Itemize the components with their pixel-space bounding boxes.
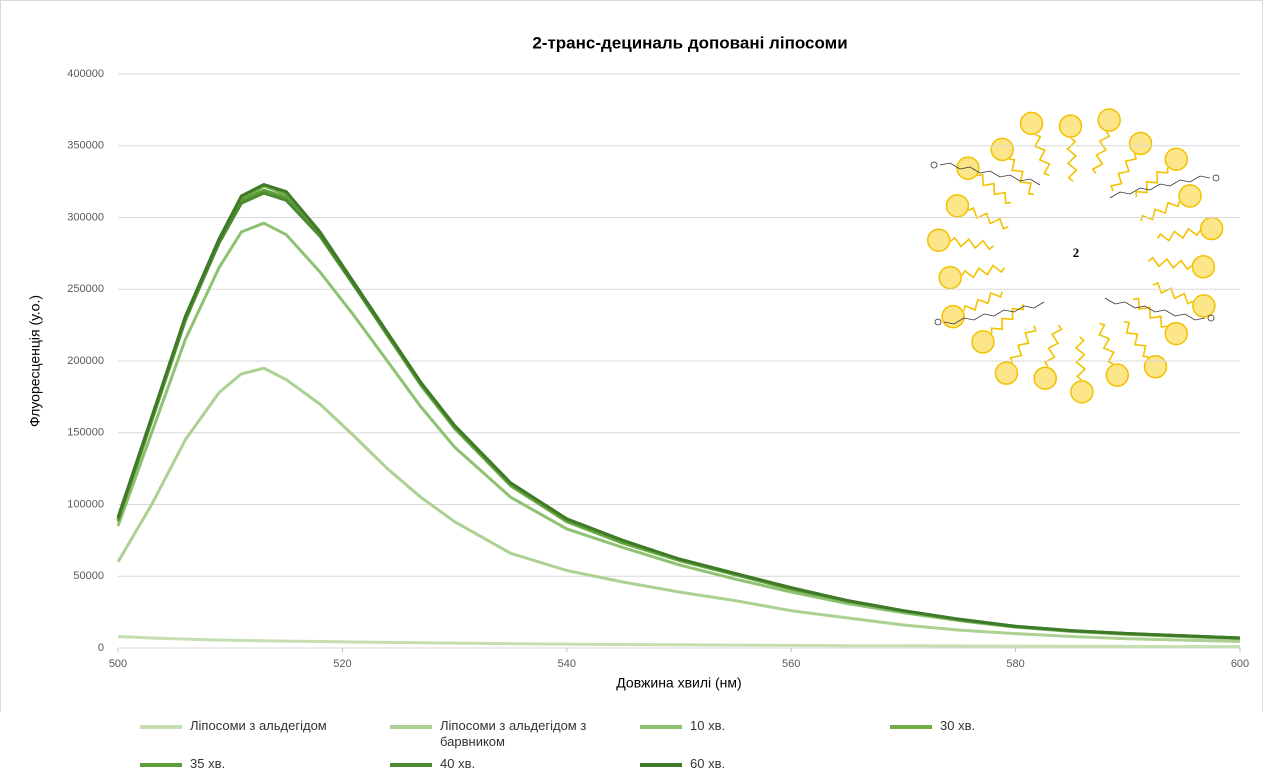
- lipid-head: [1098, 109, 1120, 131]
- lipid-head: [1193, 295, 1215, 317]
- lipid-head: [928, 229, 950, 251]
- lipid-head: [1034, 367, 1056, 389]
- lipid-tail: [1158, 229, 1200, 241]
- chart-border: [1, 1, 1263, 713]
- x-tick-label: 520: [333, 658, 351, 670]
- lipid-tail: [962, 266, 1004, 278]
- lipid-head: [1020, 112, 1042, 134]
- lipid-tail: [1149, 258, 1192, 270]
- legend-item: Ліпосоми з альдегідом: [140, 718, 390, 750]
- legend-label: 35 хв.: [190, 756, 375, 771]
- lipid-head: [1145, 356, 1167, 378]
- lipid-tail: [1093, 132, 1109, 174]
- legend-item: Ліпосоми з альдегідом з барвником: [390, 718, 640, 750]
- legend-label: Ліпосоми з альдегідом з барвником: [440, 718, 625, 750]
- series-line: [118, 193, 1240, 638]
- lipid-tail: [1111, 154, 1136, 191]
- aldehyde-oxygen: [931, 162, 937, 168]
- legend-label: 60 хв.: [690, 756, 875, 771]
- legend-swatch: [890, 725, 932, 729]
- lipid-head: [1060, 115, 1082, 137]
- lipid-tail: [1153, 283, 1193, 304]
- lipid-tail: [1136, 168, 1168, 198]
- y-tick-label: 50000: [73, 570, 104, 582]
- legend-item: 10 хв.: [640, 718, 890, 750]
- series-line: [118, 637, 1240, 647]
- lipid-head: [946, 195, 968, 217]
- y-tick-label: 350000: [67, 140, 104, 152]
- lipid-tail: [969, 208, 1009, 229]
- legend-label: 10 хв.: [690, 718, 875, 734]
- y-axis-label: Флуоресценція (у.о.): [27, 295, 43, 427]
- x-tick-label: 600: [1231, 658, 1249, 670]
- lipid-head: [1165, 148, 1187, 170]
- y-tick-label: 400000: [67, 68, 104, 80]
- lipid-tail: [1076, 337, 1085, 380]
- legend-label: 30 хв.: [940, 718, 1125, 734]
- lipid-head: [1106, 364, 1128, 386]
- chart-title: 2-транс-дециналь доповані ліпосоми: [532, 33, 847, 52]
- lipid-head: [1201, 218, 1223, 240]
- lipid-tail: [964, 292, 1002, 312]
- aldehyde-oxygen: [935, 319, 941, 325]
- lipid-tail: [1011, 326, 1036, 363]
- legend-swatch: [640, 763, 682, 767]
- x-tick-label: 580: [1006, 658, 1024, 670]
- legend-item: 35 хв.: [140, 756, 390, 771]
- x-tick-label: 540: [558, 658, 576, 670]
- y-tick-label: 0: [98, 642, 104, 654]
- lipid-tail: [1035, 135, 1050, 176]
- aldehyde-molecule: [940, 163, 1040, 185]
- lipid-tail: [977, 175, 1011, 204]
- lipid-head: [972, 331, 994, 353]
- y-tick-label: 200000: [67, 355, 104, 367]
- page: 2-транс-дециналь доповані ліпосоми Довжи…: [0, 0, 1264, 771]
- series-line: [118, 190, 1240, 638]
- y-tick-label: 150000: [67, 427, 104, 439]
- series-line: [118, 185, 1240, 639]
- legend-swatch: [390, 725, 432, 729]
- lipid-head: [957, 157, 979, 179]
- legend-label: Ліпосоми з альдегідом: [190, 718, 375, 734]
- legend-label: 40 хв.: [440, 756, 625, 771]
- lipid-tail: [1124, 322, 1149, 357]
- lipid-tail: [1068, 138, 1077, 181]
- lipid-head: [1165, 323, 1187, 345]
- lipid-head: [942, 306, 964, 328]
- legend-swatch: [140, 725, 182, 729]
- lipid-tail: [1045, 325, 1061, 367]
- lipid-tail: [1099, 323, 1114, 364]
- lipid-head: [1071, 381, 1093, 403]
- series-line: [118, 186, 1240, 638]
- x-tick-label: 560: [782, 658, 800, 670]
- lipid-head: [1192, 256, 1214, 278]
- legend-swatch: [140, 763, 182, 767]
- legend-swatch: [640, 725, 682, 729]
- lipid-tail: [1133, 299, 1167, 328]
- lipid-head: [991, 138, 1013, 160]
- y-tick-label: 300000: [67, 211, 104, 223]
- lipid-head: [995, 362, 1017, 384]
- legend: Ліпосоми з альдегідом Ліпосоми з альдегід…: [140, 718, 1240, 771]
- lipid-tail: [992, 304, 1024, 334]
- x-axis-label: Довжина хвилі (нм): [616, 675, 741, 691]
- legend-item: 40 хв.: [390, 756, 640, 771]
- lipid-head: [939, 267, 961, 289]
- y-tick-label: 100000: [67, 498, 104, 510]
- lipid-head: [1130, 132, 1152, 154]
- x-tick-label: 500: [109, 658, 127, 670]
- chart: 2-транс-дециналь доповані ліпосоми Довжи…: [0, 0, 1264, 712]
- illustration-label: 2: [1073, 245, 1080, 260]
- y-tick-label: 250000: [67, 283, 104, 295]
- legend-swatch: [390, 763, 432, 767]
- legend-item: 30 хв.: [890, 718, 1140, 750]
- lipid-head: [1179, 185, 1201, 207]
- aldehyde-oxygen: [1213, 175, 1219, 181]
- aldehyde-oxygen: [1208, 315, 1214, 321]
- lipid-tail: [951, 238, 994, 250]
- legend-item: 60 хв.: [640, 756, 890, 771]
